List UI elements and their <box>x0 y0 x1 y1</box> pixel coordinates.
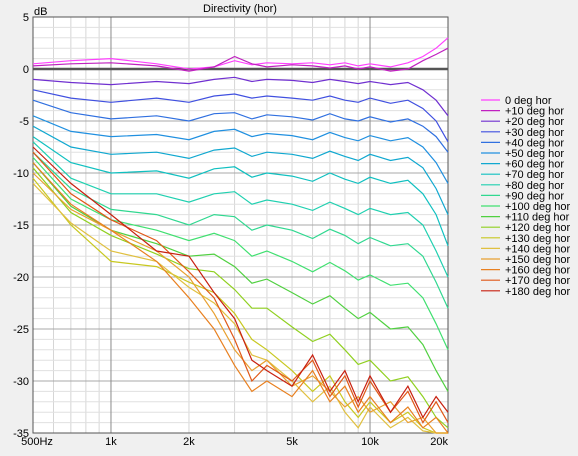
y-tick-label: -15 <box>13 220 29 232</box>
series-line <box>32 76 449 117</box>
x-tick-label: 10k <box>361 436 379 448</box>
series-line <box>32 89 449 143</box>
legend-label: +50 deg hor <box>505 148 564 160</box>
legend-label: +10 deg hor <box>505 106 564 118</box>
legend-label: +100 deg hor <box>505 201 570 213</box>
series-line <box>32 37 449 70</box>
y-tick-label: -10 <box>13 168 29 180</box>
series-line <box>32 141 449 278</box>
y-tick-label: -20 <box>13 272 29 284</box>
legend-label: +150 deg hor <box>505 254 570 266</box>
series-line <box>32 47 449 72</box>
y-tick-label: -5 <box>19 116 29 128</box>
chart-legend: 0 deg hor+10 deg hor+20 deg hor+30 deg h… <box>481 95 570 298</box>
legend-label: +20 deg hor <box>505 116 564 128</box>
legend-label: +130 deg hor <box>505 233 570 245</box>
legend-label: +90 deg hor <box>505 190 564 202</box>
legend-label: +60 deg hor <box>505 159 564 171</box>
plot-border <box>32 16 449 434</box>
y-axis-label: dB <box>34 6 47 18</box>
y-tick-label: 0 <box>23 64 29 76</box>
legend-label: 0 deg hor <box>505 95 552 107</box>
legend-label: +40 deg hor <box>505 137 564 149</box>
x-tick-label: 500Hz <box>21 436 53 448</box>
legend-label: +170 deg hor <box>505 275 570 287</box>
y-tick-label: -30 <box>13 376 29 388</box>
series-line <box>32 151 449 309</box>
x-tick-label: 1k <box>105 436 117 448</box>
series-line <box>32 156 449 351</box>
chart-series <box>32 37 449 434</box>
x-tick-label: 20k <box>430 436 448 448</box>
legend-label: +30 deg hor <box>505 127 564 139</box>
legend-label: +110 deg hor <box>505 212 570 224</box>
legend-label: +160 deg hor <box>505 265 570 277</box>
chart-grid <box>33 16 448 434</box>
series-line <box>32 115 449 184</box>
y-tick-label: -35 <box>13 428 29 440</box>
legend-label: +140 deg hor <box>505 243 570 255</box>
legend-label: +120 deg hor <box>505 222 570 234</box>
x-tick-label: 2k <box>183 436 195 448</box>
legend-label: +70 deg hor <box>505 169 564 181</box>
series-line <box>32 125 449 215</box>
x-tick-label: 5k <box>286 436 298 448</box>
legend-label: +80 deg hor <box>505 180 564 192</box>
series-line <box>32 162 449 434</box>
chart-title: Directivity (hor) <box>203 3 277 15</box>
series-line <box>32 146 449 419</box>
series-line <box>32 99 449 153</box>
series-line <box>32 136 449 247</box>
legend-label: +180 deg hor <box>505 286 570 298</box>
series-line <box>32 172 448 434</box>
y-tick-label: -25 <box>13 324 29 336</box>
series-line <box>32 167 449 429</box>
y-tick-label: 5 <box>23 12 29 24</box>
